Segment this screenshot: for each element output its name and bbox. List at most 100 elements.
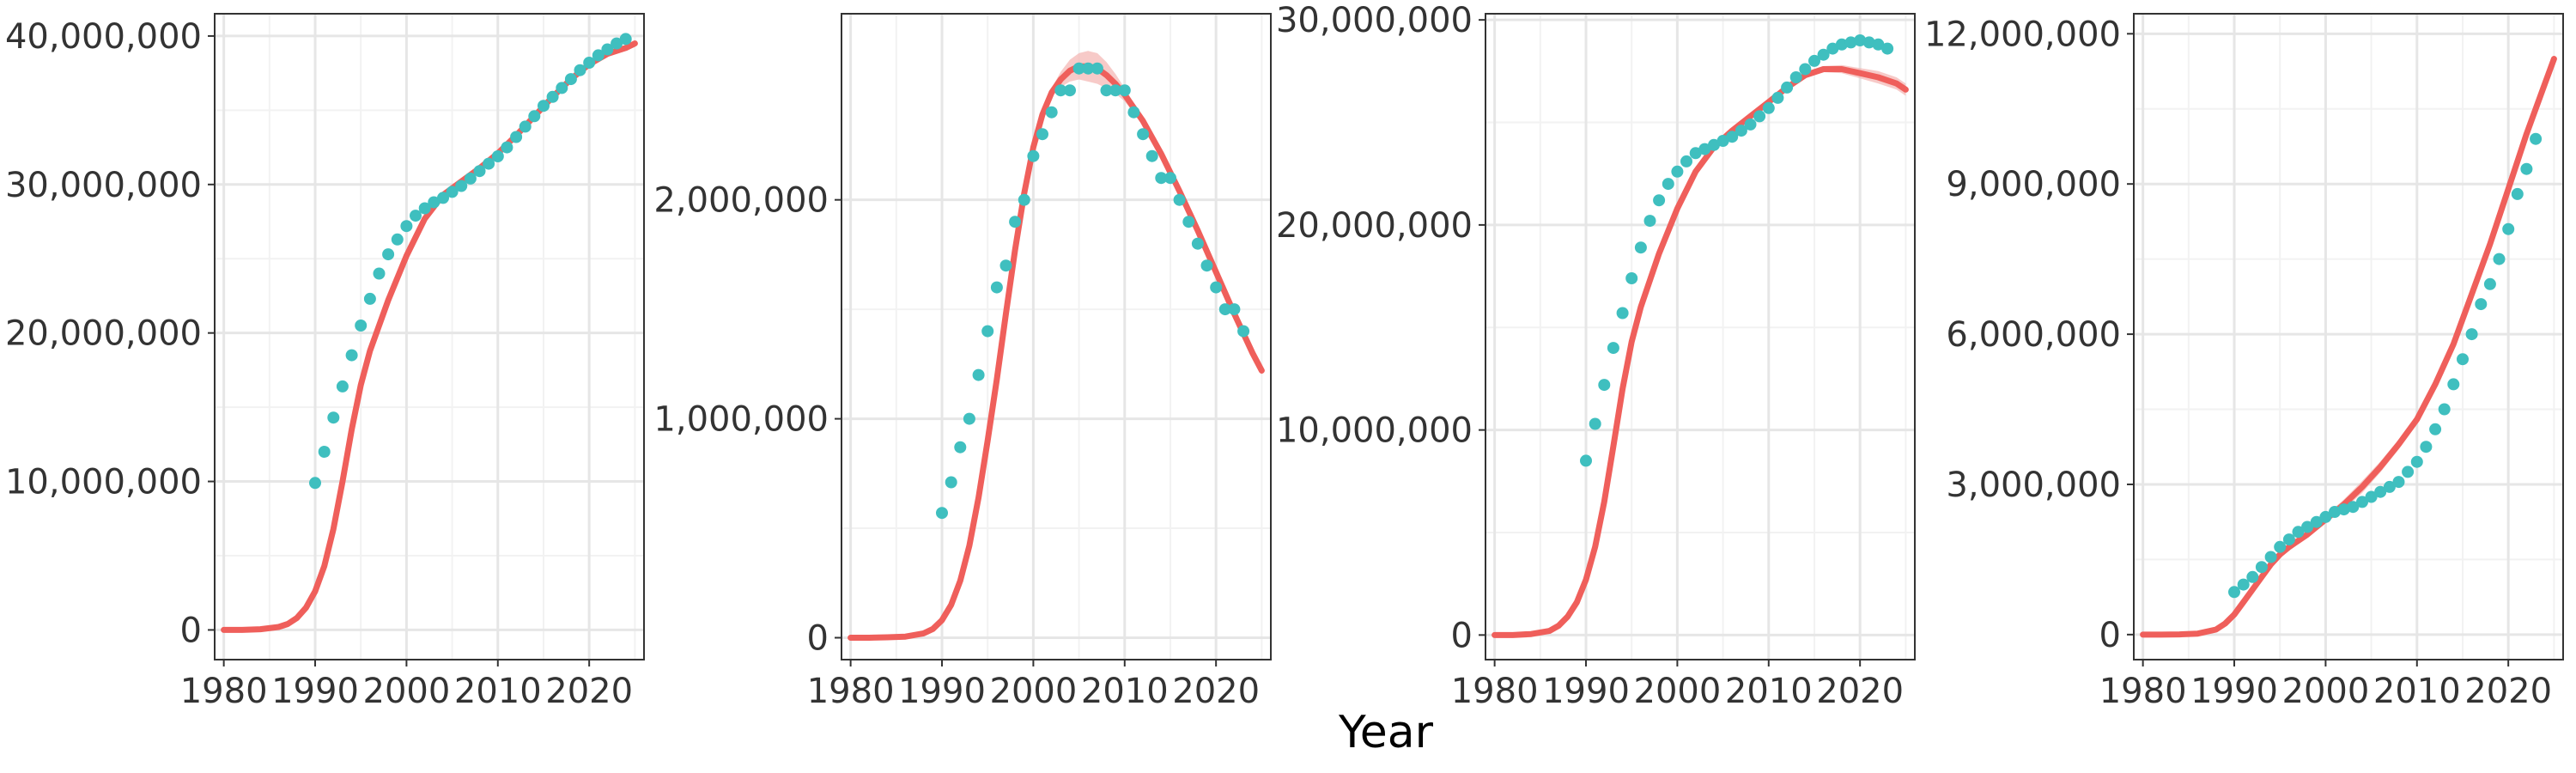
data-point	[1072, 62, 1085, 75]
observed-points	[2228, 132, 2543, 599]
panel-background	[2134, 14, 2563, 660]
x-tick-label: 1980	[180, 672, 268, 711]
data-point	[1716, 135, 1729, 147]
data-point	[473, 165, 486, 178]
data-point	[2365, 490, 2378, 503]
data-point	[1881, 42, 1894, 55]
y-tick-label: 10,000,000	[1276, 411, 1473, 451]
data-point	[2520, 162, 2533, 175]
fitted-curve	[848, 63, 1265, 641]
data-point	[501, 141, 513, 154]
data-point	[1744, 118, 1757, 131]
x-tick-label: 2000	[990, 672, 1078, 711]
data-point	[556, 82, 568, 94]
data-point	[2392, 476, 2405, 489]
data-point	[538, 100, 550, 113]
x-tick-label: 1980	[807, 672, 895, 711]
data-point	[1835, 38, 1848, 51]
data-point	[1799, 63, 1812, 76]
y-tick-label: 0	[180, 611, 202, 650]
data-point	[1036, 128, 1048, 141]
data-point	[1662, 178, 1674, 191]
data-point	[1771, 91, 1784, 104]
data-point	[1862, 36, 1875, 49]
fitted-curve	[1492, 66, 1909, 638]
data-point	[2457, 353, 2469, 366]
data-point	[2530, 132, 2543, 145]
data-point	[1817, 48, 1830, 61]
data-point	[1616, 307, 1629, 320]
y-tick-label: 10,000,000	[5, 463, 202, 502]
x-tick-label: 2020	[1816, 672, 1904, 711]
data-point	[1182, 216, 1195, 228]
data-point	[2402, 466, 2415, 478]
data-point	[400, 220, 413, 233]
data-point	[446, 186, 459, 198]
gridlines	[841, 14, 1271, 660]
data-point	[619, 33, 632, 46]
data-point	[1045, 106, 1058, 119]
y-tick-label: 0	[807, 619, 829, 659]
data-point	[1155, 172, 1168, 185]
data-point	[1854, 34, 1867, 46]
x-tick-label: 2020	[2464, 672, 2552, 711]
data-point	[373, 267, 386, 280]
data-point	[1589, 417, 1601, 430]
data-point	[2465, 328, 2478, 341]
data-point	[2410, 455, 2423, 468]
data-point	[1054, 84, 1067, 97]
data-point	[2429, 423, 2442, 435]
data-point	[2292, 526, 2305, 539]
y-tick-label: 0	[2099, 616, 2121, 655]
data-point	[437, 192, 449, 204]
data-point	[546, 90, 559, 103]
data-point	[2438, 403, 2451, 416]
data-point	[2228, 586, 2240, 599]
data-point	[2383, 480, 2396, 493]
panel-border	[1485, 13, 1916, 660]
panel-border	[841, 13, 1272, 660]
observed-points	[1580, 34, 1894, 467]
x-tick-label: 2010	[1081, 672, 1169, 711]
x-axis-title: Year	[1338, 707, 1434, 758]
x-tick-label: 2020	[545, 672, 633, 711]
data-point	[1625, 272, 1638, 284]
panel-border	[214, 13, 645, 660]
data-point	[1671, 165, 1684, 178]
data-point	[1018, 193, 1030, 206]
data-point	[1643, 215, 1656, 228]
data-point	[318, 446, 331, 458]
data-point	[1218, 303, 1231, 316]
data-point	[391, 233, 404, 246]
data-point	[990, 281, 1003, 294]
data-point	[972, 368, 985, 381]
y-tick-label: 9,000,000	[1946, 165, 2121, 204]
data-point	[1009, 216, 1022, 228]
y-tick-label: 30,000,000	[1276, 1, 1473, 40]
data-point	[999, 259, 1012, 272]
data-point	[2483, 277, 2496, 290]
chart-panel-1: 0 10,000,000 20,000,000 30,000,000 40,000,00…	[5, 13, 645, 711]
data-point	[945, 476, 957, 489]
data-point	[510, 131, 523, 143]
data-point	[1082, 62, 1095, 75]
x-tick-label: 2010	[1725, 672, 1813, 711]
data-point	[954, 441, 967, 453]
x-tick-label: 2010	[2373, 672, 2461, 711]
data-point	[981, 325, 994, 338]
data-point	[1808, 54, 1820, 67]
panel-background	[841, 14, 1271, 660]
data-point	[528, 110, 541, 123]
data-point	[2511, 187, 2524, 200]
data-point	[1164, 172, 1176, 185]
x-tick-label: 1990	[271, 672, 359, 711]
data-point	[1173, 193, 1186, 206]
data-point	[2493, 253, 2506, 265]
y-tick-label: 20,000,000	[5, 314, 202, 354]
gridlines	[2134, 14, 2563, 660]
data-point	[1118, 84, 1131, 97]
data-point	[1100, 84, 1113, 97]
data-point	[1844, 36, 1857, 49]
data-point	[1680, 155, 1692, 167]
